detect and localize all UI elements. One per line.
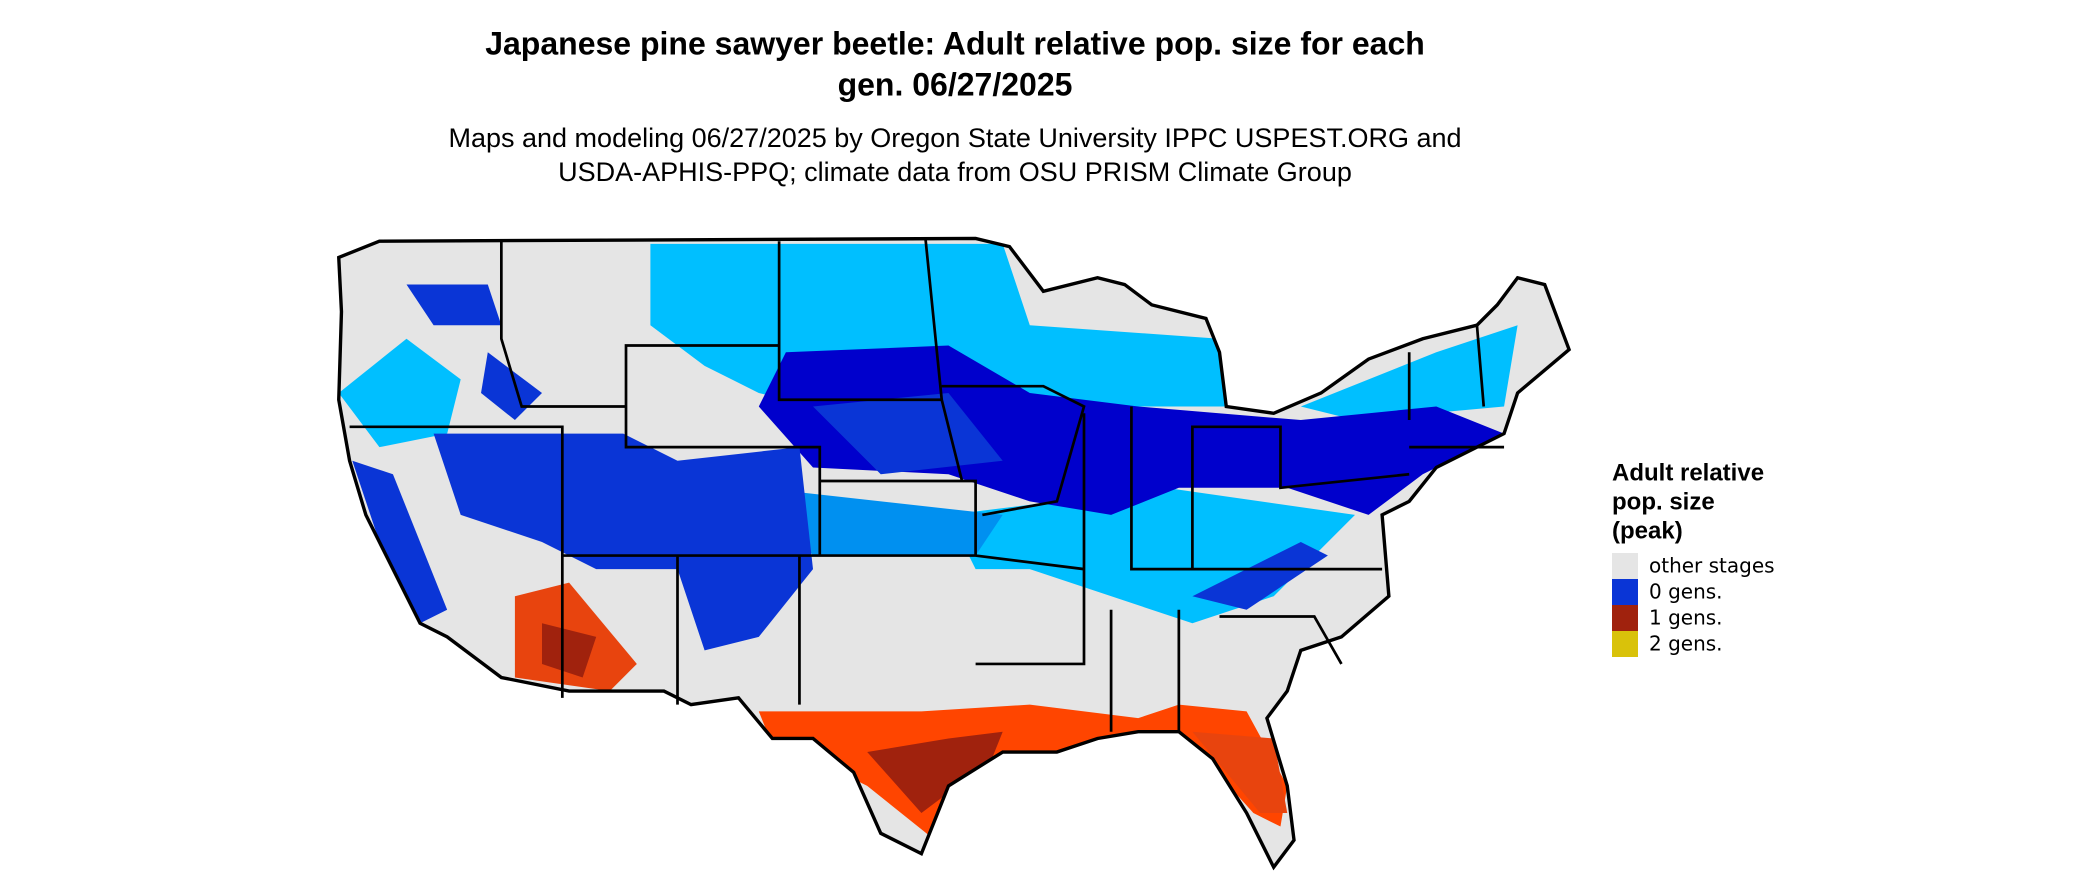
subtitle-line: USDA-APHIS-PPQ; climate data from OSU PR… <box>558 157 1352 187</box>
us-map <box>337 236 1571 869</box>
legend-title: pop. size <box>1612 488 1715 515</box>
legend-swatch <box>1612 553 1638 579</box>
legend-title: Adult relative <box>1612 459 1764 486</box>
title-line: gen. 06/27/2025 <box>838 66 1073 102</box>
legend-title: (peak) <box>1612 517 1683 544</box>
title-line: Japanese pine sawyer beetle: Adult relat… <box>485 25 1425 61</box>
legend-label: 2 gens. <box>1649 632 1723 656</box>
legend-label: 1 gens. <box>1649 606 1723 630</box>
subtitle-line: Maps and modeling 06/27/2025 by Oregon S… <box>448 123 1461 153</box>
legend-label: 0 gens. <box>1649 580 1723 604</box>
legend-swatch <box>1612 605 1638 631</box>
legend-label: other stages <box>1649 554 1775 578</box>
legend-swatch <box>1612 579 1638 605</box>
legend-swatch <box>1612 631 1638 657</box>
state-borders <box>349 238 1505 732</box>
